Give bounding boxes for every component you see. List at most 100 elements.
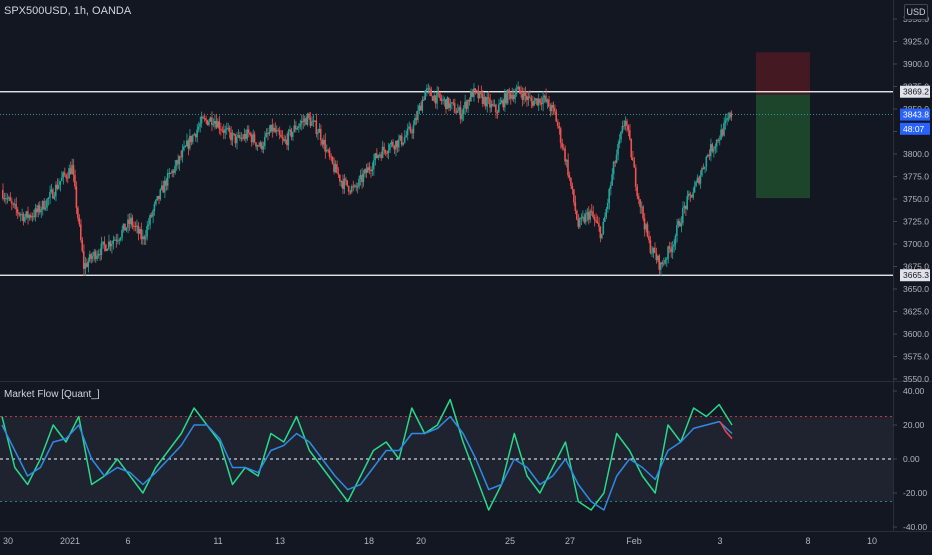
candle-up[interactable] (714, 146, 716, 149)
candle-down[interactable] (27, 211, 29, 218)
candle-down[interactable] (489, 98, 491, 108)
candle-up[interactable] (97, 254, 100, 256)
candle-down[interactable] (78, 218, 81, 225)
candle-up[interactable] (709, 144, 712, 157)
candle-up[interactable] (272, 127, 275, 132)
candle-down[interactable] (636, 186, 638, 197)
candle-down[interactable] (653, 247, 656, 254)
candle-down[interactable] (258, 145, 260, 147)
candle-up[interactable] (421, 99, 424, 111)
candle-down[interactable] (32, 216, 35, 218)
candle-up[interactable] (184, 146, 187, 148)
candle-up[interactable] (144, 236, 147, 240)
candle-down[interactable] (115, 239, 117, 241)
candle-up[interactable] (227, 127, 229, 129)
candle-down[interactable] (447, 97, 450, 109)
candle-down[interactable] (230, 132, 232, 141)
candle-up[interactable] (46, 199, 48, 208)
candle-up[interactable] (107, 241, 110, 249)
candle-down[interactable] (626, 120, 628, 126)
candle-up[interactable] (497, 104, 500, 113)
candle-up[interactable] (340, 181, 343, 183)
candle-up[interactable] (659, 262, 662, 270)
candle-up[interactable] (377, 155, 379, 158)
candle-down[interactable] (75, 186, 78, 208)
candle-up[interactable] (602, 221, 605, 234)
candle-down[interactable] (187, 140, 190, 149)
candle-up[interactable] (387, 150, 390, 153)
candle-down[interactable] (238, 135, 241, 139)
candle-down[interactable] (94, 251, 97, 259)
candle-down[interactable] (495, 104, 497, 113)
candle-up[interactable] (424, 90, 426, 100)
candle-down[interactable] (302, 120, 304, 122)
candle-down[interactable] (684, 206, 687, 209)
candle-up[interactable] (200, 116, 203, 124)
candle-down[interactable] (222, 130, 225, 133)
candle-down[interactable] (430, 89, 432, 97)
candle-down[interactable] (509, 93, 512, 99)
candle-down[interactable] (261, 142, 263, 150)
candle-down[interactable] (415, 118, 418, 120)
candle-up[interactable] (3, 198, 6, 200)
candle-up[interactable] (449, 103, 452, 109)
candle-down[interactable] (241, 137, 244, 139)
candle-up[interactable] (181, 149, 184, 158)
candle-down[interactable] (487, 97, 490, 99)
candle-up[interactable] (425, 88, 428, 91)
candle-down[interactable] (346, 180, 348, 186)
candle-up[interactable] (146, 225, 148, 237)
candle-up[interactable] (456, 110, 459, 113)
symbol-title[interactable]: SPX500USD, 1h, OANDA (4, 5, 132, 17)
candle-up[interactable] (620, 131, 622, 140)
candle-down[interactable] (411, 131, 413, 134)
candle-up[interactable] (581, 216, 584, 218)
candle-down[interactable] (528, 96, 531, 98)
candle-down[interactable] (468, 100, 471, 102)
candle-up[interactable] (406, 128, 409, 136)
candle-up[interactable] (645, 224, 647, 230)
candle-down[interactable] (428, 88, 431, 90)
candle-up[interactable] (193, 133, 195, 136)
candle-up[interactable] (191, 135, 194, 143)
candle-down[interactable] (165, 180, 167, 186)
candle-up[interactable] (7, 197, 10, 199)
candle-up[interactable] (291, 131, 294, 137)
candle-down[interactable] (599, 226, 602, 239)
candle-down[interactable] (655, 253, 658, 261)
candle-up[interactable] (503, 93, 506, 108)
candle-up[interactable] (57, 184, 60, 189)
candle-down[interactable] (623, 125, 625, 127)
candle-down[interactable] (234, 134, 237, 144)
candle-down[interactable] (689, 193, 691, 195)
candle-down[interactable] (109, 241, 112, 247)
candle-down[interactable] (587, 212, 590, 220)
candle-down[interactable] (452, 102, 454, 104)
candle-up[interactable] (705, 156, 708, 167)
candle-up[interactable] (138, 229, 141, 234)
candle-down[interactable] (639, 199, 641, 207)
candle-down[interactable] (562, 147, 565, 149)
candle-down[interactable] (698, 177, 700, 184)
candle-up[interactable] (353, 185, 356, 187)
candle-down[interactable] (266, 133, 269, 135)
candle-down[interactable] (642, 206, 644, 219)
candle-down[interactable] (383, 146, 385, 151)
candle-down[interactable] (349, 191, 351, 193)
candle-down[interactable] (628, 130, 631, 140)
candle-up[interactable] (152, 210, 154, 217)
candle-down[interactable] (82, 251, 85, 269)
candle-down[interactable] (530, 97, 532, 102)
candle-up[interactable] (517, 86, 519, 90)
candle-down[interactable] (393, 146, 396, 150)
candle-up[interactable] (199, 123, 201, 127)
candle-up[interactable] (397, 139, 400, 148)
candle-down[interactable] (536, 98, 538, 106)
candle-up[interactable] (546, 99, 549, 102)
candle-down[interactable] (477, 90, 479, 99)
candle-down[interactable] (190, 135, 192, 143)
candle-up[interactable] (674, 235, 677, 245)
candle-up[interactable] (231, 133, 234, 141)
candle-up[interactable] (580, 217, 583, 219)
